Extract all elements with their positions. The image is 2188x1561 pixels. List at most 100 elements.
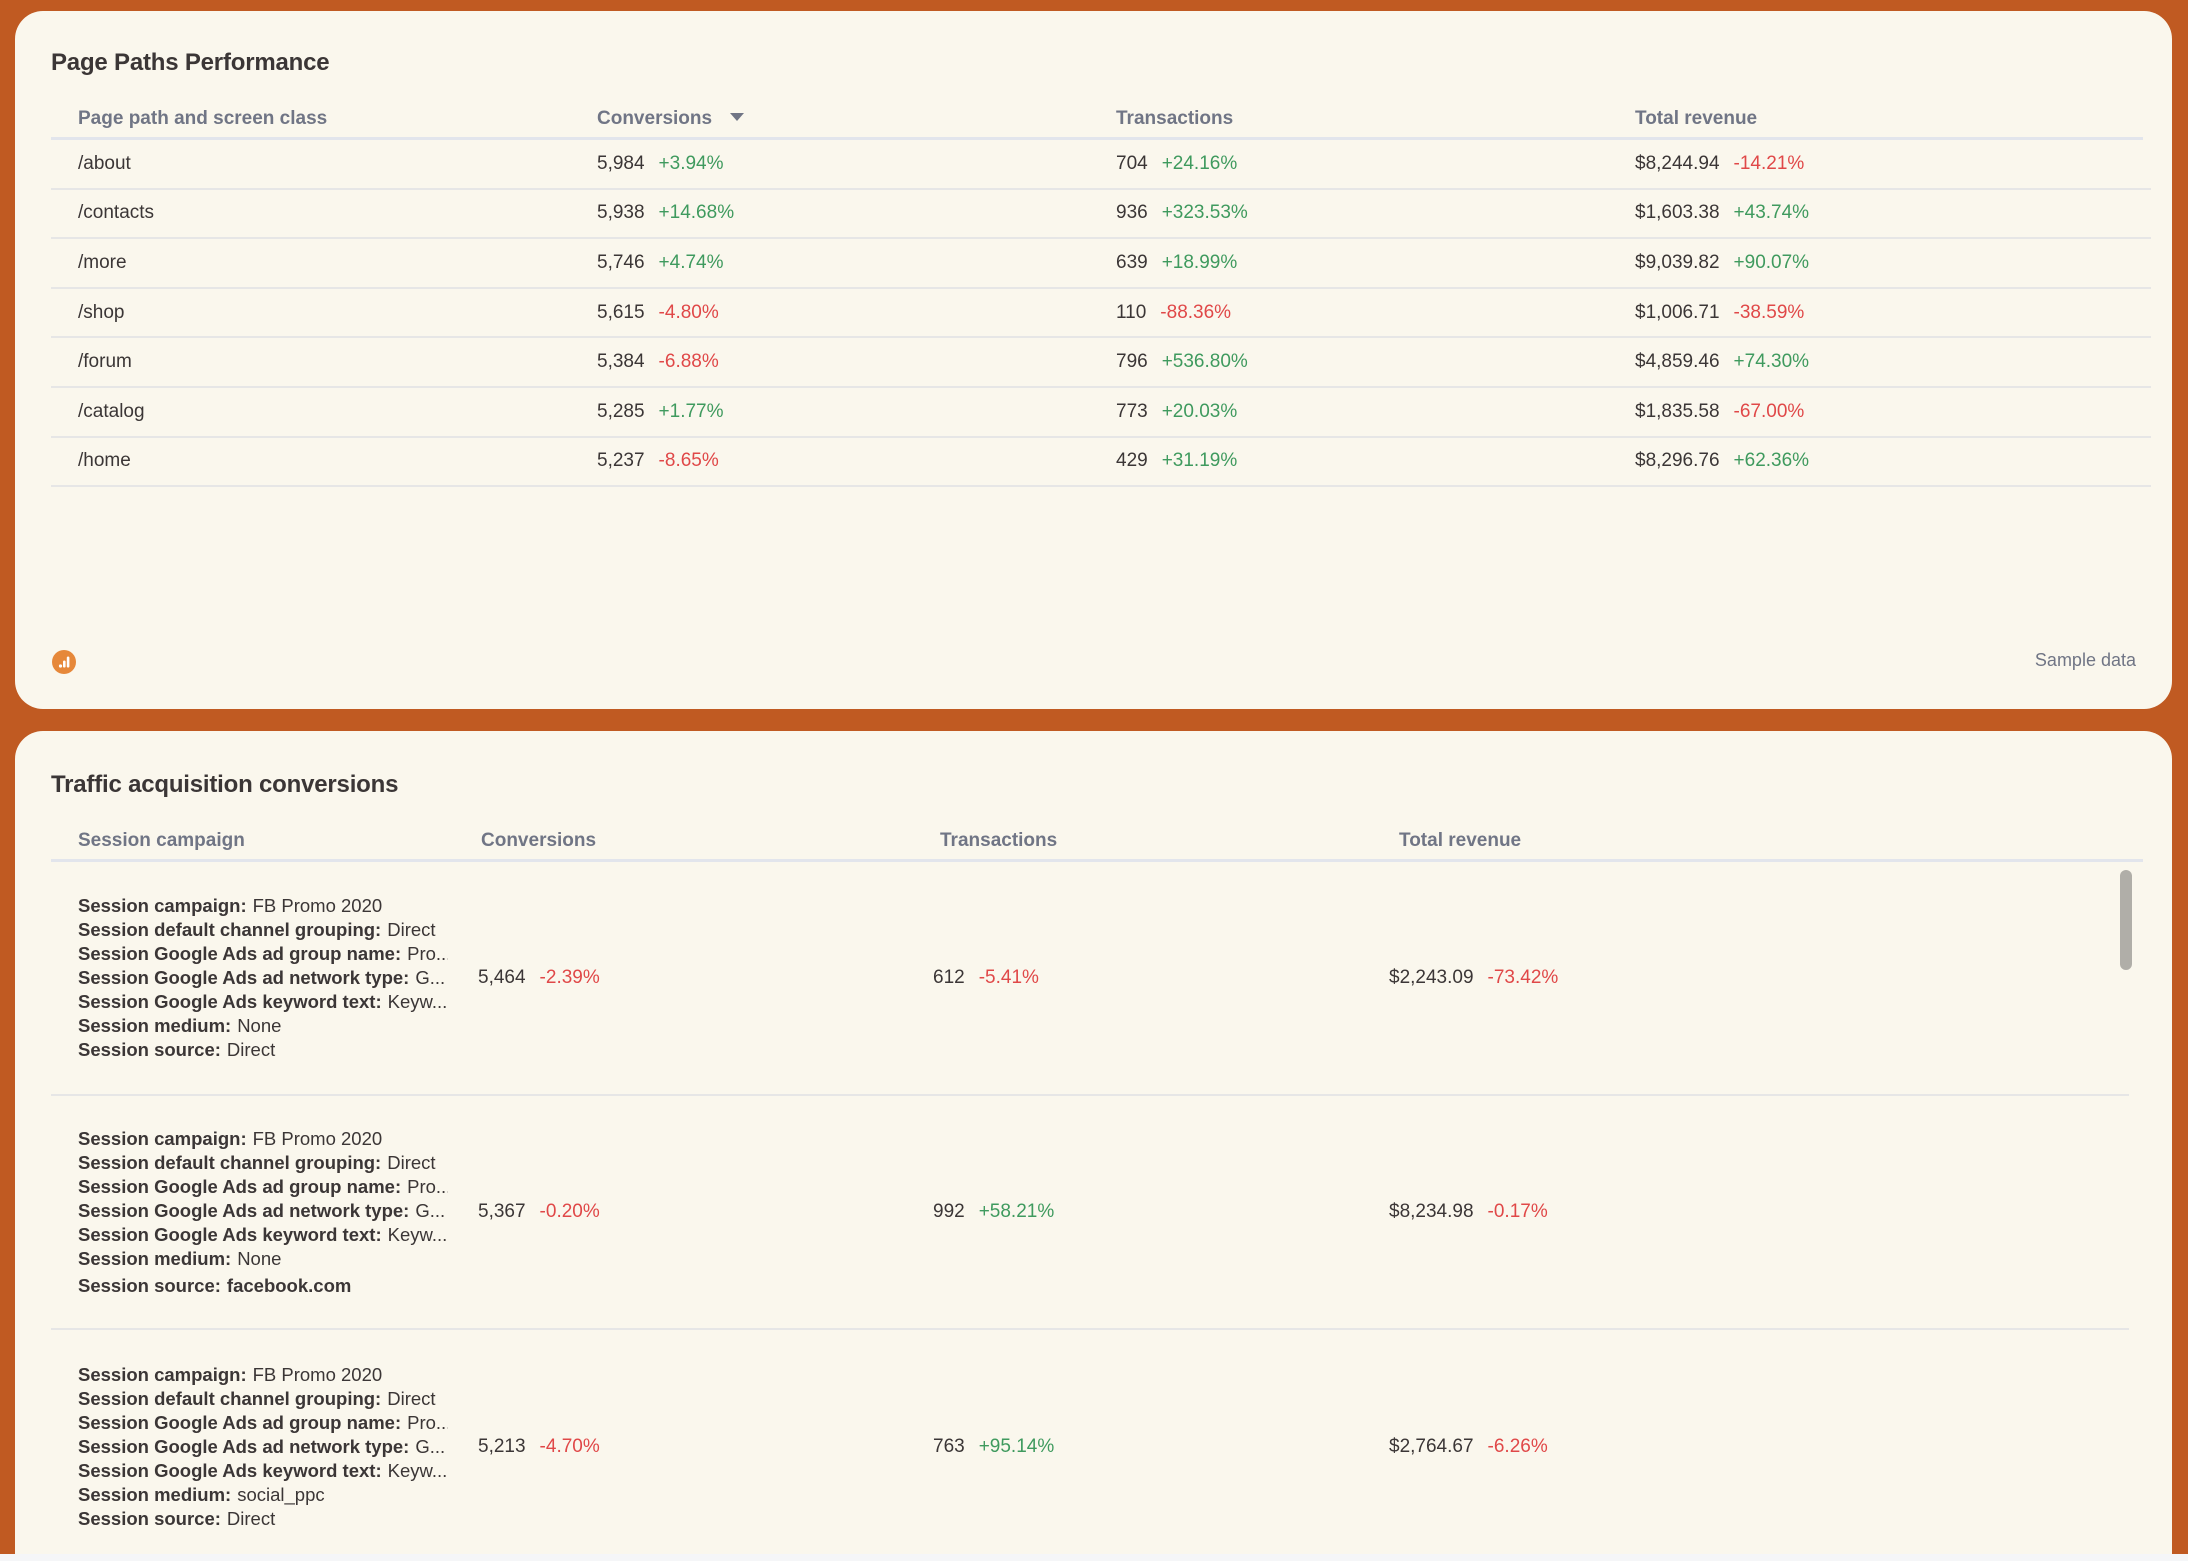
- conversions-delta: -2.39%: [539, 967, 600, 988]
- dimension-key: Session medium:: [78, 1247, 232, 1269]
- column-header-transactions[interactable]: Transactions: [940, 830, 1058, 851]
- column-header-transactions[interactable]: Transactions: [1116, 108, 1234, 129]
- table-row: /home 5,237 -8.65% 429 +31.19% $8,296.76 +6…: [51, 438, 2151, 488]
- revenue-delta: +62.36%: [1733, 450, 1810, 472]
- conversions-value: 5,213: [478, 1436, 526, 1457]
- conversions-cell: 5,938 +14.68%: [597, 190, 734, 238]
- table-row: Session campaign: FB Promo 2020 Session d…: [51, 1096, 2129, 1330]
- revenue-value: $8,296.76: [1635, 450, 1720, 472]
- column-header-session-campaign[interactable]: Session campaign: [78, 830, 245, 851]
- card-title: Page Paths Performance: [51, 49, 330, 76]
- dimension-key: Session Google Ads keyword text:: [78, 1460, 382, 1481]
- session-dimensions-cell: Session campaign: FB Promo 2020 Session d…: [78, 862, 448, 1094]
- transactions-value: 763: [933, 1436, 965, 1457]
- table-scrollbar-thumb[interactable]: [2120, 870, 2132, 970]
- dimension-line: Session source: facebook.com: [78, 1274, 448, 1298]
- dimension-line: Session medium: None: [78, 1247, 448, 1271]
- conversions-cell: 5,367 -0.20%: [478, 1096, 600, 1328]
- conversions-cell: 5,746 +4.74%: [597, 239, 724, 287]
- transactions-cell: 763 +95.14%: [933, 1330, 1054, 1561]
- dimension-key: Session campaign:: [78, 895, 247, 916]
- transactions-delta: +536.80%: [1161, 351, 1248, 373]
- transactions-value: 110: [1116, 301, 1147, 323]
- revenue-delta: +74.30%: [1733, 351, 1810, 373]
- table-row: /catalog 5,285 +1.77% 773 +20.03% $1,835.5…: [51, 388, 2151, 438]
- dimension-line: Session Google Ads keyword text: Keyw...: [78, 990, 448, 1014]
- analytics-bar-icon: [52, 650, 76, 674]
- conversions-cell: 5,384 -6.88%: [597, 338, 719, 386]
- dimension-key: Session default channel grouping:: [78, 1388, 382, 1409]
- transactions-delta: -5.41%: [978, 967, 1039, 988]
- conversions-value: 5,984: [597, 152, 645, 174]
- dimension-key: Session source:: [78, 1508, 221, 1529]
- dimension-value: G...: [415, 1199, 446, 1221]
- conversions-delta: +4.74%: [658, 251, 724, 273]
- sort-descending-icon[interactable]: [730, 112, 745, 121]
- dimension-value: Keyw...: [387, 991, 448, 1012]
- dimension-key: Session Google Ads ad network type:: [78, 967, 410, 988]
- revenue-cell: $1,835.58 -67.00%: [1635, 388, 1804, 436]
- revenue-value: $2,243.09: [1389, 967, 1474, 988]
- transactions-cell: 429 +31.19%: [1116, 438, 1237, 486]
- dimension-value: Keyw...: [387, 1460, 448, 1481]
- dimension-line: Session Google Ads ad network type: G...: [78, 966, 448, 990]
- conversions-cell: 5,615 -4.80%: [597, 289, 719, 337]
- dimension-line: Session campaign: FB Promo 2020: [78, 1363, 448, 1387]
- dimension-value: G...: [415, 967, 446, 988]
- page-path-cell: /about: [78, 152, 131, 174]
- revenue-cell: $8,296.76 +62.36%: [1635, 438, 1809, 486]
- traffic-acquisition-card: Traffic acquisition conversions Session …: [15, 731, 2172, 1561]
- column-header-total-revenue[interactable]: Total revenue: [1635, 108, 1758, 129]
- transactions-cell: 936 +323.53%: [1116, 190, 1248, 238]
- dimension-value: Direct: [387, 1388, 436, 1409]
- revenue-delta: +90.07%: [1733, 251, 1810, 273]
- table-row: Session campaign: FB Promo 2020 Session d…: [51, 1330, 2129, 1561]
- dimension-line: Session default channel grouping: Direct: [78, 918, 448, 942]
- dimension-line: Session source: Direct: [78, 1038, 448, 1062]
- revenue-cell: $2,764.67 -6.26%: [1389, 1330, 1548, 1561]
- revenue-cell: $4,859.46 +74.30%: [1635, 338, 1809, 386]
- revenue-delta: -67.00%: [1733, 400, 1805, 422]
- table-header: Page path and screen class Conversions T…: [51, 99, 2143, 140]
- dimension-key: Session default channel grouping:: [78, 919, 382, 940]
- table-row: Session campaign: FB Promo 2020 Session d…: [51, 862, 2129, 1096]
- conversions-value: 5,746: [597, 251, 645, 273]
- dimension-value: FB Promo 2020: [252, 895, 383, 916]
- column-header-conversions[interactable]: Conversions: [481, 830, 597, 851]
- dimension-line: Session campaign: FB Promo 2020: [78, 894, 448, 918]
- transactions-value: 639: [1116, 251, 1148, 273]
- dimension-value: Pro...: [407, 1412, 448, 1433]
- transactions-delta: -88.36%: [1160, 301, 1232, 323]
- dimension-key: Session campaign:: [78, 1127, 247, 1149]
- conversions-delta: -8.65%: [658, 450, 719, 472]
- transactions-delta: +24.16%: [1161, 152, 1238, 174]
- conversions-delta: -4.70%: [539, 1436, 600, 1457]
- dimension-line: Session Google Ads ad network type: G...: [78, 1435, 448, 1459]
- conversions-value: 5,367: [478, 1201, 526, 1222]
- revenue-cell: $2,243.09 -73.42%: [1389, 862, 1558, 1094]
- column-header-page-path[interactable]: Page path and screen class: [78, 108, 328, 129]
- transactions-delta: +323.53%: [1161, 202, 1248, 224]
- conversions-delta: +14.68%: [658, 202, 735, 224]
- dimension-value: Pro...: [407, 943, 448, 964]
- page-path-cell: /more: [78, 251, 127, 273]
- dimension-value: facebook.com: [226, 1274, 352, 1296]
- conversions-cell: 5,213 -4.70%: [478, 1330, 600, 1561]
- table-row: /about 5,984 +3.94% 704 +24.16% $8,244.94-…: [51, 140, 2151, 190]
- column-header-conversions[interactable]: Conversions: [597, 108, 745, 130]
- conversions-delta: +3.94%: [658, 152, 724, 174]
- dimension-line: Session Google Ads keyword text: Keyw...: [78, 1223, 448, 1247]
- revenue-delta: -6.26%: [1487, 1436, 1548, 1457]
- table-row: /contacts 5,938 +14.68% 936 +323.53% $1,60…: [51, 190, 2151, 240]
- table-row: /shop 5,615 -4.80% 110 -88.36% $1,006.71 -3…: [51, 289, 2151, 339]
- conversions-delta: -6.88%: [658, 351, 719, 373]
- revenue-value: $1,603.38: [1635, 202, 1720, 224]
- column-header-total-revenue[interactable]: Total revenue: [1399, 830, 1522, 851]
- dimension-key: Session Google Ads ad group name:: [78, 943, 402, 964]
- dimension-value: FB Promo 2020: [252, 1364, 383, 1385]
- dimension-line: Session Google Ads keyword text: Keyw...: [78, 1459, 448, 1483]
- dimension-line: Session default channel grouping: Direct: [78, 1387, 448, 1411]
- column-header-label: Conversions: [597, 108, 713, 129]
- revenue-value: $1,006.71: [1635, 301, 1720, 323]
